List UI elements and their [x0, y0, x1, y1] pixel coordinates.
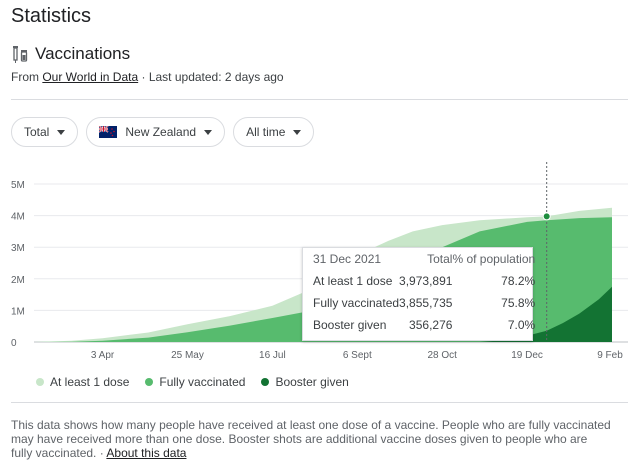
tooltip-col-pct: % of population: [452, 252, 536, 266]
y-tick-label: 0: [11, 338, 17, 349]
y-tick-label: 3M: [11, 243, 25, 254]
caret-down-icon: [293, 129, 302, 135]
x-tick-label: 9 Feb: [597, 350, 623, 361]
legend-swatch: [36, 378, 44, 386]
page-title: Statistics: [11, 5, 92, 27]
tooltip-row-label: At least 1 dose: [313, 274, 393, 288]
section-header: Vaccinations: [11, 44, 130, 64]
tooltip-row-total: 3,855,735: [399, 296, 453, 310]
footnote-separator: ·: [96, 446, 107, 460]
footnote: This data shows how many people have rec…: [11, 418, 611, 460]
source-line: From Our World in Data · Last updated: 2…: [11, 70, 284, 84]
about-data-link[interactable]: About this data: [106, 446, 187, 460]
legend-item[interactable]: Booster given: [261, 375, 349, 389]
divider: [11, 402, 628, 403]
y-tick-label: 2M: [11, 275, 25, 286]
legend-label: At least 1 dose: [50, 375, 130, 389]
syringe-icon: [11, 45, 29, 63]
filter-bar: Total New Zealand All time: [11, 117, 315, 147]
legend-swatch: [145, 378, 154, 386]
country-label: New Zealand: [125, 125, 197, 139]
metric-label: Total: [24, 125, 50, 139]
tooltip-row-pct: 78.2%: [501, 274, 536, 288]
tooltip-row-label: Booster given: [313, 318, 387, 332]
legend-item[interactable]: At least 1 dose: [36, 375, 129, 389]
caret-down-icon: [57, 129, 66, 135]
tooltip-row-total: 356,276: [409, 318, 453, 332]
x-tick-label: 19 Dec: [511, 350, 543, 361]
tooltip-row-pct: 7.0%: [507, 318, 536, 332]
legend-swatch: [261, 378, 270, 386]
area-booster-given: [34, 286, 612, 342]
tooltip-row-total: 3,973,891: [399, 274, 453, 288]
new-zealand-flag-icon: [98, 125, 118, 138]
source-link[interactable]: Our World in Data: [42, 70, 139, 84]
legend-label: Fully vaccinated: [159, 375, 246, 389]
legend-item[interactable]: Fully vaccinated: [145, 375, 245, 389]
tooltip-row-label: Fully vaccinated: [313, 296, 400, 310]
legend-label: Booster given: [275, 375, 349, 389]
tooltip-col-total: Total: [427, 252, 453, 266]
x-tick-label: 28 Oct: [427, 350, 457, 361]
x-tick-label: 3 Apr: [91, 350, 115, 361]
x-tick-label: 25 May: [171, 350, 204, 361]
y-tick-label: 4M: [11, 212, 25, 223]
cursor-point: [542, 212, 551, 221]
tooltip-row-pct: 75.8%: [501, 296, 536, 310]
chart-legend: At least 1 dose Fully vaccinated Booster…: [36, 375, 349, 389]
y-tick-label: 5M: [11, 180, 25, 191]
section-title: Vaccinations: [35, 44, 131, 63]
last-updated: · Last updated: 2 days ago: [141, 70, 284, 84]
x-tick-label: 6 Sept: [343, 350, 372, 361]
range-dropdown[interactable]: All time: [233, 117, 315, 147]
x-tick-label: 16 Jul: [259, 350, 286, 361]
metric-dropdown[interactable]: Total: [11, 117, 79, 147]
y-tick-label: 1M: [11, 306, 25, 317]
divider: [11, 99, 628, 100]
range-label: All time: [246, 125, 286, 139]
caret-down-icon: [204, 129, 213, 135]
tooltip-date: 31 Dec 2021: [313, 252, 382, 266]
country-dropdown[interactable]: New Zealand: [86, 117, 226, 147]
source-prefix: From: [11, 70, 39, 84]
chart-tooltip: 31 Dec 2021 Total % of population At lea…: [302, 247, 535, 341]
footnote-text: This data shows how many people have rec…: [11, 418, 611, 460]
